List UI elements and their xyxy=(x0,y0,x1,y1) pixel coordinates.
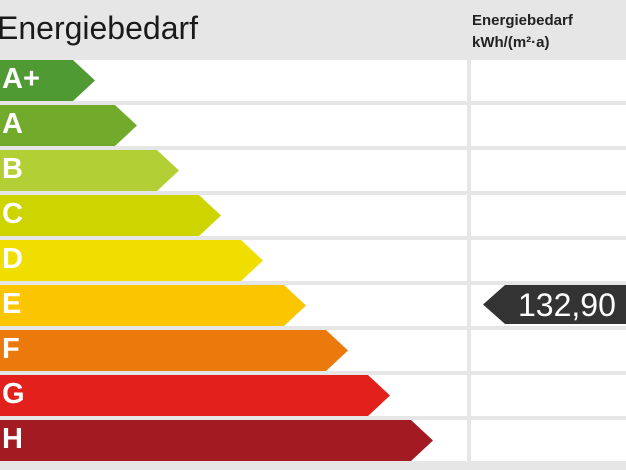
scale-row: H xyxy=(0,420,626,461)
class-bar: E xyxy=(0,285,306,326)
class-bar: A+ xyxy=(0,60,95,101)
value-cell xyxy=(471,150,626,191)
class-bar: D xyxy=(0,240,263,281)
value-cell xyxy=(471,60,626,101)
class-label: F xyxy=(2,333,20,365)
scale-row: B xyxy=(0,150,626,191)
value-cell xyxy=(471,420,626,461)
class-label: B xyxy=(2,153,23,185)
class-label: A+ xyxy=(2,63,40,95)
class-label: D xyxy=(2,243,23,275)
scale-row: F xyxy=(0,330,626,371)
scale-row: A+ xyxy=(0,60,626,101)
class-label: C xyxy=(2,198,23,230)
scale-row: D xyxy=(0,240,626,281)
scale-row: A xyxy=(0,105,626,146)
class-bar: H xyxy=(0,420,433,461)
class-bar: B xyxy=(0,150,179,191)
class-bar: A xyxy=(0,105,137,146)
scale-row: G xyxy=(0,375,626,416)
value-marker: 132,90 xyxy=(483,285,626,324)
value-cell xyxy=(471,375,626,416)
column-header-label: Energiebedarf xyxy=(472,12,573,29)
class-label: H xyxy=(2,423,23,455)
value-cell xyxy=(471,195,626,236)
class-bar: F xyxy=(0,330,348,371)
value-cell xyxy=(471,330,626,371)
value-cell xyxy=(471,240,626,281)
value-cell xyxy=(471,105,626,146)
class-label: A xyxy=(2,108,23,140)
value-marker-text: 132,90 xyxy=(518,287,616,323)
column-header: Energiebedarf kWh/(m²·a) xyxy=(472,10,573,54)
class-bar: G xyxy=(0,375,390,416)
column-header-unit: kWh/(m²·a) xyxy=(472,34,550,51)
scale-row: C xyxy=(0,195,626,236)
class-label: E xyxy=(2,288,22,320)
class-bar: C xyxy=(0,195,221,236)
class-label: G xyxy=(2,378,25,410)
page-title: Energiebedarf xyxy=(0,10,199,46)
